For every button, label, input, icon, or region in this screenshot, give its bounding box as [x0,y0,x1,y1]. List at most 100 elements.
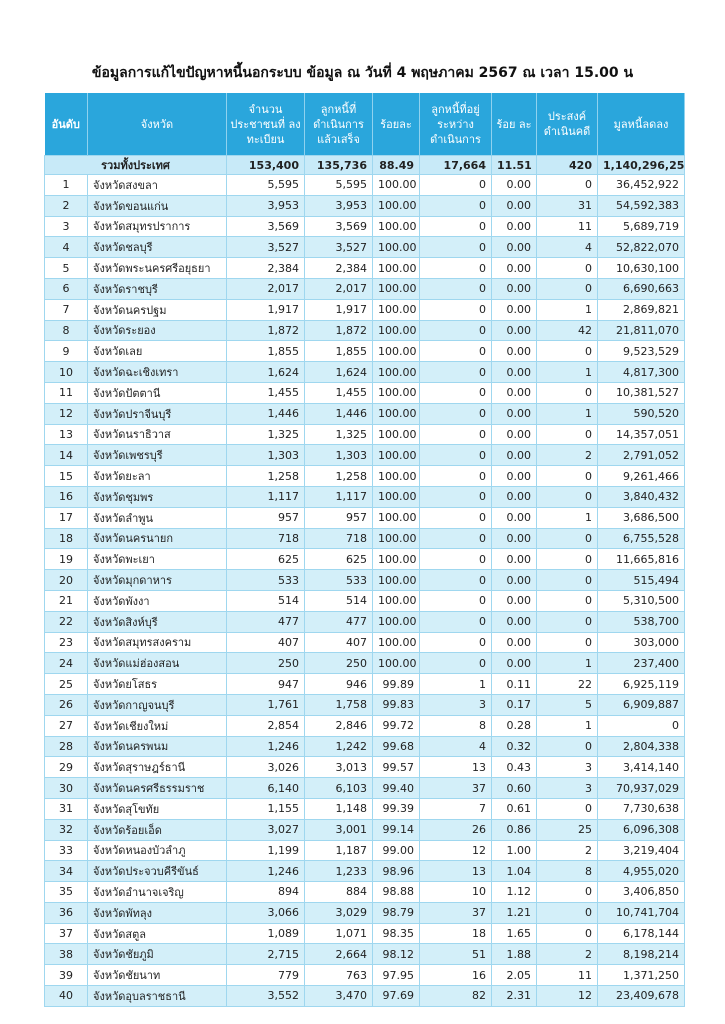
cell-percent-completed: 100.00 [372,277,420,300]
cell-rank: 35 [44,881,88,903]
cell-in-progress: 0 [419,444,492,467]
cell-debt-reduced: 3,686,500 [597,506,685,529]
cell-lawsuit: 0 [536,340,598,363]
cell-rank: 9 [44,340,88,363]
cell-debt-reduced: 7,730,638 [597,797,685,820]
cell-percent-completed: 99.00 [372,839,420,862]
cell-percent-completed: 98.35 [372,922,420,945]
cell-completed: 1,325 [304,423,373,446]
cell-rank: 23 [44,631,88,654]
cell-completed: 477 [304,610,373,633]
cell-percent-completed: 100.00 [372,340,420,363]
cell-province: จังหวัดนครปฐม [87,298,227,321]
cell-province: จังหวัดมุกดาหาร [87,569,227,591]
cell-registered: 3,527 [226,236,305,259]
cell-debt-reduced: 3,414,140 [597,756,685,779]
cell-debt-reduced: 23,409,678 [597,985,685,1007]
cell-completed: 1,071 [304,922,373,945]
cell-percent-completed: 100.00 [372,527,420,550]
cell-in-progress: 0 [419,569,492,591]
cell-percent-in-progress: 0.17 [491,693,537,716]
cell-percent-completed: 99.14 [372,818,420,841]
cell-rank: 11 [44,381,88,404]
cell-percent-in-progress: 0.00 [491,569,537,591]
cell-percent-in-progress: 0.00 [491,361,537,383]
cell-lawsuit: 0 [536,548,598,571]
cell-lawsuit: 4 [536,236,598,259]
cell-province: จังหวัดนครศรีธรรมราช [87,777,227,799]
table-row: 32 จังหวัดร้อยเอ็ด 3,027 3,001 99.14 26 0.86 25… [44,818,685,841]
cell-percent-in-progress: 0.00 [491,215,537,238]
cell-completed: 1,624 [304,361,373,383]
cell-percent-in-progress: 0.00 [491,465,537,487]
cell-percent-in-progress: 0.00 [491,340,537,363]
cell-lawsuit: 0 [536,257,598,279]
total-row: รวมทั้งประเทศ 153,400 135,736 88.49 17,6… [44,155,685,175]
cell-lawsuit: 0 [536,277,598,300]
cell-province: จังหวัดนราธิวาส [87,423,227,446]
table-row: 9 จังหวัดเลย 1,855 1,855 100.00 0 0.00 0 9,523,5… [44,340,685,363]
cell-rank: 22 [44,610,88,633]
cell-rank: 24 [44,652,88,675]
cell-in-progress: 0 [419,423,492,446]
table-row: 20 จังหวัดมุกดาหาร 533 533 100.00 0 0.00 0 515,4… [44,569,685,591]
cell-province: จังหวัดปัตตานี [87,381,227,404]
table-row: 27 จังหวัดเชียงใหม่ 2,854 2,846 99.72 8 0.28 1 0 [44,714,685,737]
table-row: 31 จังหวัดสุโขทัย 1,155 1,148 99.39 7 0.61 0 7,7… [44,797,685,820]
cell-debt-reduced: 0 [597,714,685,737]
cell-percent-completed: 98.79 [372,901,420,924]
cell-rank: 39 [44,964,88,987]
cell-registered: 3,552 [226,985,305,1007]
cell-percent-completed: 100.00 [372,215,420,238]
table-row: 25 จังหวัดยโสธร 947 946 99.89 1 0.11 22 6,925,11… [44,673,685,695]
cell-lawsuit: 11 [536,964,598,987]
cell-registered: 1,872 [226,319,305,342]
cell-rank: 36 [44,901,88,924]
cell-debt-reduced: 4,955,020 [597,860,685,883]
cell-in-progress: 26 [419,818,492,841]
cell-rank: 15 [44,465,88,487]
cell-completed: 2,846 [304,714,373,737]
header-percent-in-progress: ร้อย ละ [491,93,537,156]
cell-completed: 533 [304,569,373,591]
cell-debt-reduced: 9,261,466 [597,465,685,487]
cell-rank: 19 [44,548,88,571]
cell-province: จังหวัดร้อยเอ็ด [87,818,227,841]
cell-province: จังหวัดสมุทรปราการ [87,215,227,238]
cell-lawsuit: 0 [536,174,598,196]
cell-debt-reduced: 11,665,816 [597,548,685,571]
cell-completed: 407 [304,631,373,654]
cell-lawsuit: 3 [536,777,598,799]
cell-completed: 1,917 [304,298,373,321]
table-row: 8 จังหวัดระยอง 1,872 1,872 100.00 0 0.00 42 21,8… [44,319,685,342]
cell-rank: 34 [44,860,88,883]
cell-in-progress: 0 [419,631,492,654]
cell-in-progress: 4 [419,735,492,758]
cell-province: จังหวัดฉะเชิงเทรา [87,361,227,383]
cell-percent-in-progress: 0.00 [491,444,537,467]
table-row: 39 จังหวัดชัยนาท 779 763 97.95 16 2.05 11 1,371,… [44,964,685,987]
cell-lawsuit: 0 [536,527,598,550]
cell-debt-reduced: 3,840,432 [597,485,685,508]
cell-province: จังหวัดชัยภูมิ [87,943,227,966]
cell-province: จังหวัดชุมพร [87,485,227,508]
header-registered: จำนวน ประชาชนที่ ลงทะเบียน [226,93,305,156]
cell-registered: 1,624 [226,361,305,383]
cell-province: จังหวัดลำพูน [87,506,227,529]
cell-completed: 3,470 [304,985,373,1007]
cell-percent-completed: 100.00 [372,257,420,279]
cell-province: จังหวัดราชบุรี [87,277,227,300]
debt-table: อันดับ จังหวัด จำนวน ประชาชนที่ ลงทะเบีย… [44,93,685,1007]
cell-province: จังหวัดนครนายก [87,527,227,550]
cell-in-progress: 0 [419,381,492,404]
cell-rank: 37 [44,922,88,945]
cell-registered: 1,761 [226,693,305,716]
table-row: 15 จังหวัดยะลา 1,258 1,258 100.00 0 0.00 0 9,261… [44,465,685,487]
cell-percent-completed: 100.00 [372,402,420,425]
cell-rank: 17 [44,506,88,529]
cell-province: จังหวัดพระนครศรีอยุธยา [87,257,227,279]
cell-registered: 779 [226,964,305,987]
cell-rank: 33 [44,839,88,862]
cell-in-progress: 37 [419,901,492,924]
cell-percent-in-progress: 0.00 [491,652,537,675]
